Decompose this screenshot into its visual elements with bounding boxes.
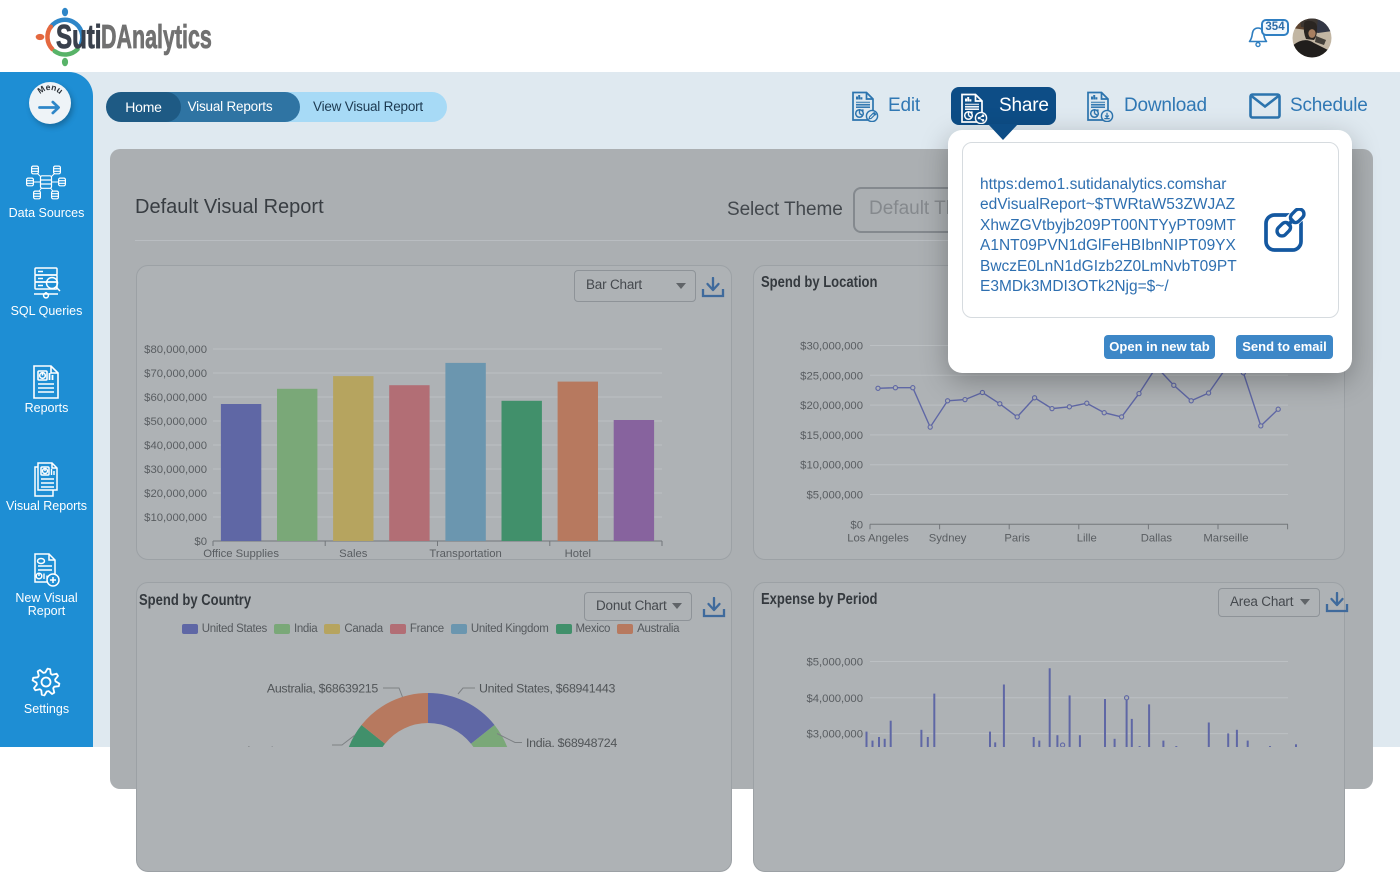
svg-text:Hotel: Hotel bbox=[565, 548, 591, 560]
svg-text:United States, $68941443: United States, $68941443 bbox=[479, 682, 616, 696]
svg-text:$5,000,000: $5,000,000 bbox=[806, 490, 863, 502]
svg-text:Marseille: Marseille bbox=[1203, 532, 1248, 544]
svg-text:$20,000,000: $20,000,000 bbox=[800, 400, 863, 412]
svg-text:$30,000,000: $30,000,000 bbox=[800, 341, 863, 353]
svg-text:$3,000,000: $3,000,000 bbox=[806, 729, 863, 741]
svg-text:Dallas: Dallas bbox=[1141, 532, 1173, 544]
svg-text:India, $68948724: India, $68948724 bbox=[526, 736, 617, 747]
svg-text:$50,000,000: $50,000,000 bbox=[144, 416, 207, 428]
svg-text:Paris: Paris bbox=[1004, 532, 1030, 544]
svg-text:$10,000,000: $10,000,000 bbox=[144, 512, 207, 524]
svg-text:Office Supplies: Office Supplies bbox=[203, 548, 279, 560]
svg-text:Transportation: Transportation bbox=[429, 548, 501, 560]
svg-text:$4,000,000: $4,000,000 bbox=[806, 693, 863, 705]
svg-text:Mexico, $68660898: Mexico, $68660898 bbox=[225, 745, 328, 748]
svg-text:Australia, $68639215: Australia, $68639215 bbox=[267, 682, 379, 696]
svg-text:$80,000,000: $80,000,000 bbox=[144, 344, 207, 356]
svg-text:$15,000,000: $15,000,000 bbox=[800, 430, 863, 442]
svg-text:$70,000,000: $70,000,000 bbox=[144, 368, 207, 380]
svg-text:$60,000,000: $60,000,000 bbox=[144, 392, 207, 404]
svg-text:Sydney: Sydney bbox=[929, 532, 967, 544]
svg-text:$20,000,000: $20,000,000 bbox=[144, 488, 207, 500]
svg-text:$5,000,000: $5,000,000 bbox=[806, 657, 863, 669]
svg-text:$40,000,000: $40,000,000 bbox=[144, 440, 207, 452]
svg-text:$0: $0 bbox=[194, 536, 207, 548]
svg-text:$10,000,000: $10,000,000 bbox=[800, 460, 863, 472]
svg-text:Sales: Sales bbox=[339, 548, 368, 560]
svg-text:$0: $0 bbox=[850, 519, 863, 531]
svg-text:Menu: Menu bbox=[35, 82, 64, 96]
svg-text:Los Angeles: Los Angeles bbox=[847, 532, 909, 544]
svg-text:$25,000,000: $25,000,000 bbox=[800, 370, 863, 382]
svg-text:Lille: Lille bbox=[1077, 532, 1097, 544]
svg-text:$30,000,000: $30,000,000 bbox=[144, 464, 207, 476]
